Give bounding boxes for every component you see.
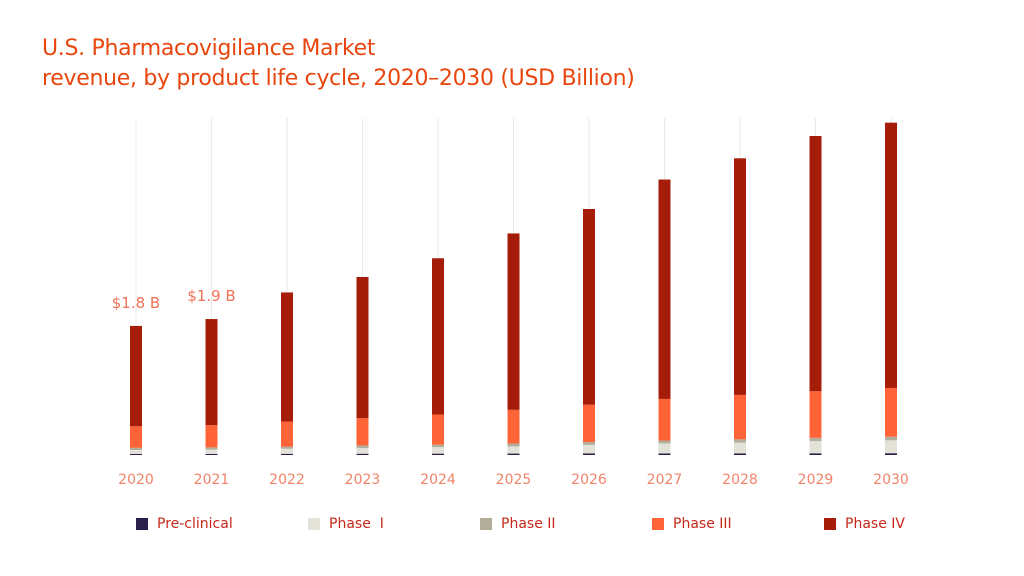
data-label: $1.8 B <box>112 294 160 312</box>
bar-segment-phase-ii <box>281 446 293 449</box>
legend-swatch <box>480 518 492 530</box>
data-label: $1.9 B <box>187 287 235 305</box>
bar-segment-phase-i <box>507 446 520 454</box>
bar-segment-phase-iii <box>205 425 218 448</box>
legend-entry: Phase II <box>480 516 652 532</box>
legend-label: Pre-clinical <box>157 516 233 532</box>
bar-segment-phase-iv <box>507 233 520 410</box>
bar-segment-pre-clinical <box>356 453 369 455</box>
bar-segment-phase-i <box>809 441 822 454</box>
legend-label: Phase IV <box>845 516 905 532</box>
x-tick-label: 2030 <box>873 472 909 488</box>
bar-segment-phase-iv <box>281 292 293 422</box>
chart-legend: Pre-clinical Phase I Phase II Phase III Phas… <box>136 516 996 532</box>
bar-segment-phase-iii <box>356 418 369 446</box>
legend-swatch <box>824 518 836 530</box>
bar-segment-pre-clinical <box>885 453 897 455</box>
x-tick-label: 2024 <box>420 472 456 488</box>
legend-label: Phase I <box>329 516 384 532</box>
legend-label: Phase III <box>673 516 732 532</box>
bar-segment-phase-iv <box>130 325 142 427</box>
bar-segment-phase-iv <box>583 208 595 405</box>
bar-segment-pre-clinical <box>734 453 746 455</box>
bar-segment-phase-ii <box>885 436 897 441</box>
bar-segment-phase-ii <box>507 443 520 447</box>
bar-segment-phase-ii <box>583 442 595 445</box>
x-tick-label: 2023 <box>345 472 381 488</box>
legend-swatch <box>136 518 148 530</box>
legend-label: Phase II <box>501 516 556 532</box>
bar-segment-phase-iii <box>432 414 444 445</box>
bar-segment-phase-iii <box>583 404 595 443</box>
bar-segment-pre-clinical <box>658 453 671 455</box>
bar-segment-phase-ii <box>809 437 822 442</box>
bar-segment-phase-i <box>583 444 595 454</box>
legend-entry: Pre-clinical <box>136 516 308 532</box>
bar-segment-phase-ii <box>130 447 142 450</box>
bar-segment-phase-ii <box>658 440 671 444</box>
x-tick-label: 2026 <box>571 472 607 488</box>
chart-title: U.S. Pharmacovigilance Market <box>42 36 376 61</box>
x-tick-label: 2020 <box>118 472 154 488</box>
x-tick-label: 2025 <box>496 472 532 488</box>
bar-segment-phase-iii <box>809 391 822 438</box>
bar-segment-pre-clinical <box>809 453 822 455</box>
stacked-bar-chart: 2020 2021 2022 2023 2024 2025 2026 2027 2028 2029… <box>112 118 909 488</box>
bar-segment-pre-clinical <box>281 453 293 455</box>
bar-segment-pre-clinical <box>205 453 218 455</box>
legend-entry: Phase I <box>308 516 480 532</box>
bar-segment-phase-i <box>205 449 218 454</box>
chart-title-block: U.S. Pharmacovigilance Market revenue, b… <box>42 34 635 94</box>
legend-swatch <box>652 518 664 530</box>
bar-segment-phase-iv <box>356 276 369 419</box>
bar-segment-phase-i <box>885 440 897 454</box>
legend-swatch <box>308 518 320 530</box>
bar-segment-phase-i <box>281 448 293 454</box>
legend-entry: Phase III <box>652 516 824 532</box>
x-tick-label: 2021 <box>194 472 230 488</box>
bar-segment-phase-iii <box>507 409 520 444</box>
bar-segment-phase-iv <box>432 258 444 415</box>
bar-segment-phase-i <box>130 449 142 454</box>
bar-segment-phase-iii <box>658 398 671 441</box>
bar-segment-phase-iii <box>130 426 142 448</box>
bar-segment-phase-ii <box>205 447 218 450</box>
bar-segment-pre-clinical <box>130 453 142 455</box>
x-tick-label: 2029 <box>798 472 834 488</box>
bar-segment-phase-iv <box>658 179 671 399</box>
x-tick-label: 2027 <box>647 472 683 488</box>
x-tick-label: 2028 <box>722 472 758 488</box>
bar-segment-phase-i <box>658 443 671 454</box>
bar-segment-phase-ii <box>356 445 369 448</box>
bar-segment-phase-iii <box>885 387 897 437</box>
bar-segment-pre-clinical <box>583 453 595 455</box>
bar-segment-phase-iv <box>734 158 746 395</box>
bar-segment-phase-iv <box>809 135 822 392</box>
bar-segment-phase-ii <box>432 444 444 448</box>
bar-segment-phase-ii <box>734 439 746 443</box>
bar-segment-phase-i <box>432 447 444 454</box>
bar-segment-phase-i <box>734 442 746 454</box>
bar-segment-pre-clinical <box>507 453 520 455</box>
bar-segment-phase-i <box>356 447 369 454</box>
bar-segment-phase-iii <box>281 421 293 447</box>
legend-entry: Phase IV <box>824 516 996 532</box>
chart-subtitle: revenue, by product life cycle, 2020–203… <box>42 66 635 91</box>
bar-segment-pre-clinical <box>432 453 444 455</box>
bar-segment-phase-iii <box>734 394 746 440</box>
x-tick-label: 2022 <box>269 472 305 488</box>
bar-segment-phase-iv <box>205 319 218 426</box>
bar-segment-phase-iv <box>885 122 897 388</box>
